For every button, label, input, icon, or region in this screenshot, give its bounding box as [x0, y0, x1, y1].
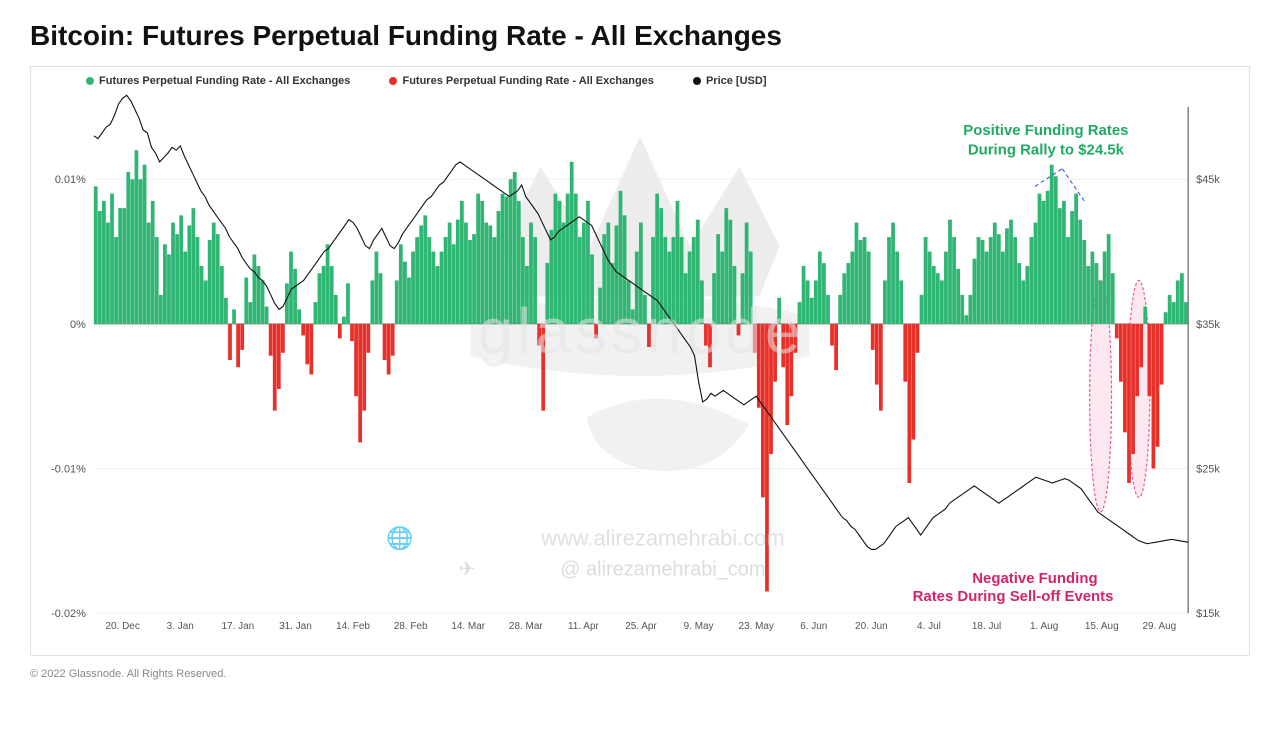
svg-text:glassnode: glassnode: [478, 295, 805, 367]
svg-text:11. Apr: 11. Apr: [568, 621, 599, 632]
svg-text:4. Jul: 4. Jul: [917, 621, 941, 632]
svg-text:29. Aug: 29. Aug: [1142, 621, 1176, 632]
svg-text:www.alirezamehrabi.com: www.alirezamehrabi.com: [540, 525, 784, 550]
svg-text:🌐: 🌐: [386, 525, 413, 550]
chart-title: Bitcoin: Futures Perpetual Funding Rate …: [30, 20, 1250, 52]
svg-text:20. Dec: 20. Dec: [105, 621, 139, 632]
svg-text:Negative Funding: Negative Funding: [972, 570, 1097, 587]
svg-text:$25k: $25k: [1196, 463, 1220, 475]
copyright: © 2022 Glassnode. All Rights Reserved.: [30, 668, 1250, 680]
svg-text:Positive Funding Rates: Positive Funding Rates: [963, 122, 1128, 139]
svg-text:✈: ✈: [459, 558, 476, 580]
legend: Futures Perpetual Funding Rate - All Exc…: [86, 75, 803, 87]
svg-text:During Rally to $24.5k: During Rally to $24.5k: [968, 142, 1125, 159]
svg-text:14. Feb: 14. Feb: [336, 621, 370, 632]
svg-text:17. Jan: 17. Jan: [222, 621, 255, 632]
svg-text:6. Jun: 6. Jun: [800, 621, 827, 632]
svg-text:31. Jan: 31. Jan: [279, 621, 312, 632]
svg-text:25. Apr: 25. Apr: [625, 621, 657, 632]
svg-text:20. Jun: 20. Jun: [855, 621, 888, 632]
svg-text:9. May: 9. May: [684, 621, 714, 632]
svg-text:$15k: $15k: [1196, 608, 1220, 620]
svg-text:1. Aug: 1. Aug: [1030, 621, 1058, 632]
legend-item-price: Price [USD]: [693, 75, 785, 87]
funding-rate-chart: 0.01% 0% -0.01% -0.02% $45k $35k $25k $15k 20. D…: [31, 67, 1249, 655]
legend-item-neg: Futures Perpetual Funding Rate - All Exc…: [389, 75, 671, 87]
svg-text:28. Mar: 28. Mar: [509, 621, 543, 632]
chart-container: Futures Perpetual Funding Rate - All Exc…: [30, 66, 1250, 656]
svg-text:14. Mar: 14. Mar: [451, 621, 485, 632]
svg-text:-0.01%: -0.01%: [51, 463, 86, 475]
svg-text:3. Jan: 3. Jan: [167, 621, 194, 632]
svg-text:$45k: $45k: [1196, 174, 1220, 186]
svg-text:28. Feb: 28. Feb: [394, 621, 428, 632]
svg-text:@ alirezamehrabi_com: @ alirezamehrabi_com: [560, 558, 765, 580]
svg-text:$35k: $35k: [1196, 319, 1220, 331]
svg-text:0%: 0%: [70, 319, 86, 331]
svg-text:18. Jul: 18. Jul: [972, 621, 1001, 632]
svg-text:23. May: 23. May: [738, 621, 773, 632]
svg-text:Rates During Sell-off Events: Rates During Sell-off Events: [913, 588, 1114, 605]
legend-item-pos: Futures Perpetual Funding Rate - All Exc…: [86, 75, 368, 87]
svg-text:15. Aug: 15. Aug: [1085, 621, 1119, 632]
svg-text:-0.02%: -0.02%: [51, 608, 86, 620]
svg-text:0.01%: 0.01%: [55, 174, 86, 186]
